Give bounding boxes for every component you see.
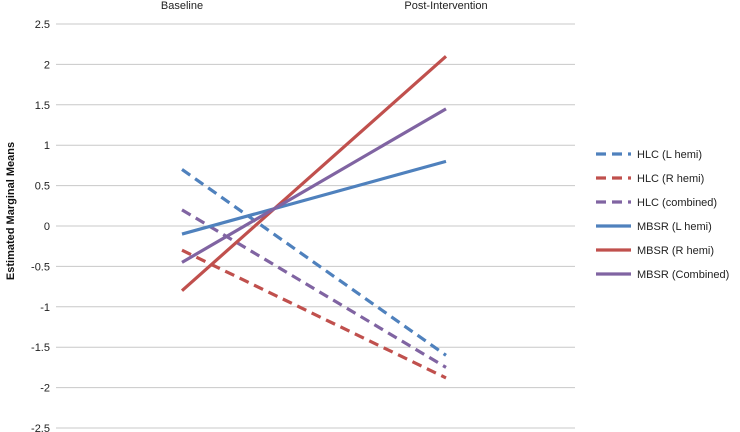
series-line [180,55,448,292]
y-tick-label: 0.5 [35,181,50,193]
y-tick-label: -1.5 [31,342,50,354]
x-category-label: Post-Intervention [404,0,487,12]
y-tick-label: 1 [44,140,50,152]
y-tick-label: -2 [40,383,50,395]
y-tick-label: 2.5 [35,19,50,31]
series-line [181,208,447,369]
y-tick-label: -2.5 [31,423,50,432]
legend: HLC (L hemi) HLC (R hemi) HLC (combined) MB… [596,149,729,281]
legend-label: HLC (combined) [637,197,717,209]
y-tick-label: -0.5 [31,261,50,273]
series-line [181,248,447,380]
series-line [181,107,447,264]
series-line [181,159,447,236]
x-axis-categories: Baseline Post-Intervention [161,0,488,12]
legend-label: MBSR (L hemi) [637,221,712,233]
legend-label: HLC (L hemi) [637,149,702,161]
gridlines [56,23,575,429]
legend-label: HLC (R hemi) [637,173,704,185]
y-tick-label: -1 [40,302,50,314]
legend-label: MBSR (R hemi) [637,245,714,257]
series-line [181,168,447,357]
y-tick-label: 1.5 [35,100,50,112]
series-lines [180,55,448,380]
legend-label: MBSR (Combined) [637,269,729,281]
y-tick-label: 2 [44,59,50,71]
y-axis-ticks: -2.5 -2 -1.5 -1 -0.5 0 0.5 1 1.5 2 2.5 [31,19,50,432]
y-axis-label: Estimated Marginal Means [5,142,17,280]
y-tick-label: 0 [44,221,50,233]
x-category-label: Baseline [161,0,203,12]
